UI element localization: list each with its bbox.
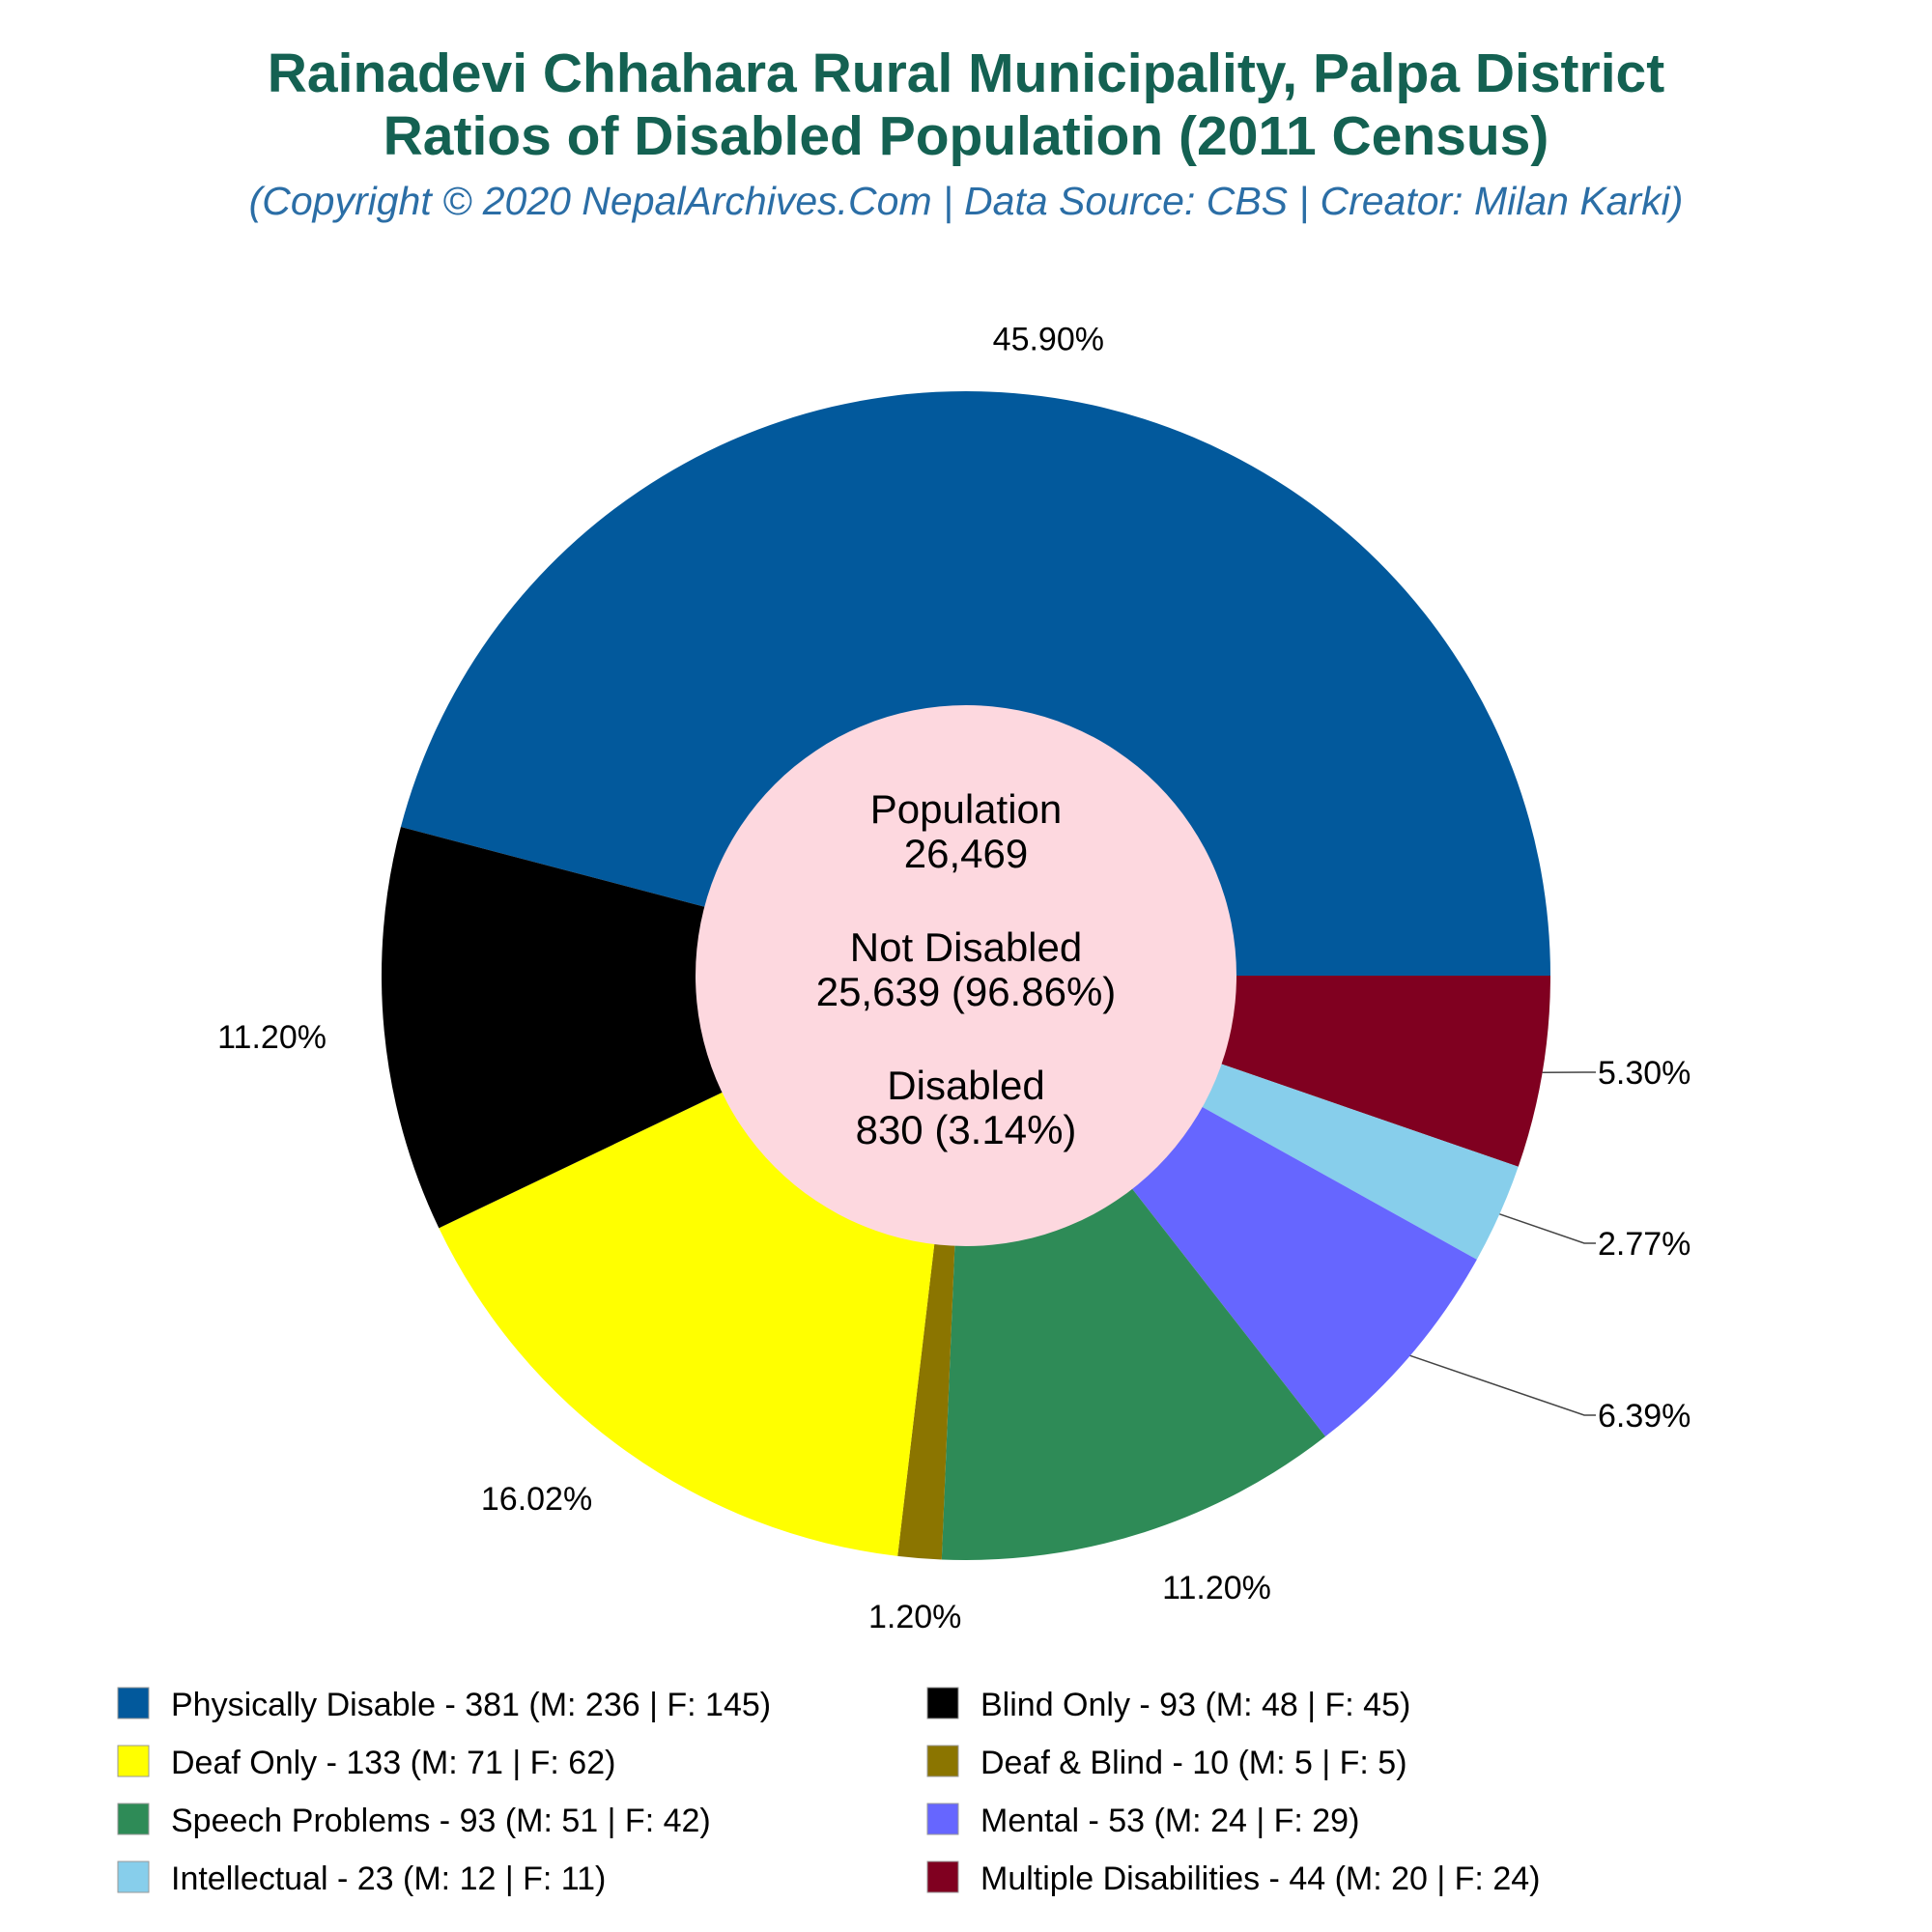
- center-disabled-label: Disabled: [887, 1063, 1044, 1108]
- percent-label: 16.02%: [481, 1481, 592, 1518]
- chart-subtitle: (Copyright © 2020 NepalArchives.Com | Da…: [249, 179, 1684, 223]
- legend-swatch: [926, 1861, 959, 1893]
- legend-swatch: [926, 1687, 959, 1719]
- legend-label: Multiple Disabilities - 44 (M: 20 | F: 2…: [980, 1861, 1540, 1897]
- center-disabled-value: 830 (3.14%): [856, 1107, 1077, 1152]
- legend-swatch: [117, 1745, 150, 1777]
- legend-swatch: [926, 1803, 959, 1835]
- leader-line: [1499, 1213, 1596, 1244]
- pie-slice: [400, 391, 1551, 976]
- leader-lines: [1409, 1071, 1596, 1416]
- legend-swatch: [117, 1687, 150, 1719]
- chart-title-line2: Ratios of Disabled Population (2011 Cens…: [384, 105, 1549, 167]
- legend: Physically Disable - 381 (M: 236 | F: 14…: [117, 1687, 1540, 1897]
- legend-swatch: [117, 1861, 150, 1893]
- legend-label: Mental - 53 (M: 24 | F: 29): [980, 1803, 1359, 1839]
- percent-label: 2.77%: [1598, 1226, 1690, 1263]
- leader-line: [1409, 1354, 1596, 1416]
- legend-swatch: [117, 1803, 150, 1835]
- center-population-value: 26,469: [904, 831, 1028, 876]
- percent-label: 1.20%: [868, 1599, 961, 1635]
- pie-slice: [381, 826, 966, 1229]
- chart-title-line1: Rainadevi Chhahara Rural Municipality, P…: [268, 43, 1665, 104]
- center-circle: [696, 705, 1236, 1246]
- center-not-disabled-label: Not Disabled: [850, 924, 1082, 970]
- percent-labels: 45.90% 5.30% 2.77% 6.39% 11.20% 1.20% 16.02% 11…: [217, 321, 1690, 1634]
- legend-label: Intellectual - 23 (M: 12 | F: 11): [171, 1861, 606, 1897]
- percent-label: 45.90%: [993, 321, 1104, 357]
- center-population-label: Population: [870, 786, 1063, 832]
- percent-label: 11.20%: [217, 1019, 327, 1056]
- percent-label: 6.39%: [1598, 1398, 1690, 1435]
- legend-label: Deaf & Blind - 10 (M: 5 | F: 5): [980, 1745, 1407, 1781]
- legend-label: Deaf Only - 133 (M: 71 | F: 62): [171, 1745, 615, 1781]
- legend-label: Physically Disable - 381 (M: 236 | F: 14…: [171, 1687, 771, 1723]
- center-not-disabled-value: 25,639 (96.86%): [816, 969, 1117, 1014]
- legend-label: Blind Only - 93 (M: 48 | F: 45): [980, 1687, 1410, 1723]
- percent-label: 5.30%: [1598, 1055, 1690, 1092]
- percent-label: 11.20%: [1162, 1570, 1271, 1606]
- legend-swatch: [926, 1745, 959, 1777]
- legend-label: Speech Problems - 93 (M: 51 | F: 42): [171, 1803, 711, 1839]
